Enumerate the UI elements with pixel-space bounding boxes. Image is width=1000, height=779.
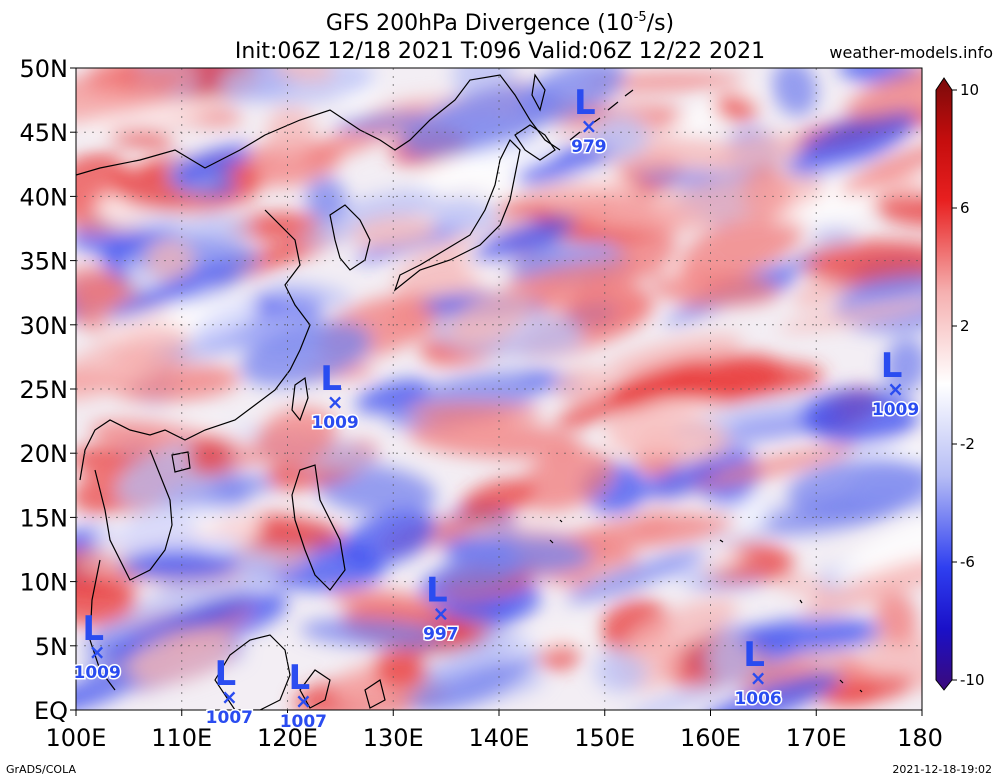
coastlines <box>76 73 863 710</box>
y-tick-label: 20N <box>20 440 69 468</box>
x-tick-label: 180 <box>897 724 943 752</box>
low-pressure-label: 1009 <box>73 663 120 683</box>
y-tick-label: EQ <box>34 697 68 725</box>
y-tick-label: 5N <box>35 633 68 661</box>
low-pressure-label: 1009 <box>872 400 919 420</box>
low-pressure-label: 1006 <box>734 689 781 709</box>
low-L-marker: L <box>743 635 765 675</box>
y-tick-label: 10N <box>20 569 69 597</box>
low-L-marker: L <box>320 359 342 399</box>
x-tick-label: 170E <box>786 724 847 752</box>
low-pressure-label: 1007 <box>280 712 327 732</box>
low-pressure-label: 1007 <box>206 708 253 728</box>
low-x-marker: × <box>581 114 598 138</box>
low-x-marker: × <box>887 377 904 401</box>
low-pressure-label: 997 <box>423 625 459 645</box>
low-center: L×1009 <box>72 609 122 685</box>
low-center: L×1007 <box>278 658 328 734</box>
low-pressure-label: 1009 <box>311 413 358 433</box>
divergence-field <box>76 68 922 710</box>
low-L-marker: L <box>426 571 448 611</box>
low-center: L×1007 <box>204 654 254 730</box>
low-L-marker: L <box>574 83 596 123</box>
y-tick-label: 50N <box>20 55 69 83</box>
low-pressure-label: 979 <box>571 137 607 157</box>
colorbar-label: 10 <box>960 81 979 99</box>
y-tick-label: 45N <box>20 119 69 147</box>
low-L-marker: L <box>82 609 104 649</box>
colorbar-label: 2 <box>960 317 970 335</box>
chart-subtitle: Init:06Z 12/18 2021 T:096 Valid:06Z 12/2… <box>235 39 765 64</box>
footer-left: GrADS/COLA <box>6 763 76 776</box>
source-label: weather-models.info <box>829 43 993 62</box>
x-tick-label: 150E <box>574 724 635 752</box>
gridlines <box>76 68 922 710</box>
low-x-marker: × <box>89 640 106 664</box>
low-x-marker: × <box>432 602 449 626</box>
colorbar-label: -6 <box>960 553 975 571</box>
low-center: L×979 <box>570 83 609 159</box>
low-x-marker: × <box>295 689 312 713</box>
low-L-marker: L <box>215 654 237 694</box>
chart-title: GFS 200hPa Divergence (10-5/s) <box>326 10 674 36</box>
low-center: L×1009 <box>870 346 920 422</box>
x-tick-label: 100E <box>46 724 107 752</box>
low-L-marker: L <box>881 346 903 386</box>
colorbar-label: -10 <box>960 671 985 689</box>
x-tick-label: 140E <box>469 724 530 752</box>
low-L-marker: L <box>289 658 311 698</box>
colorbar-label: 6 <box>960 199 970 217</box>
y-tick-label: 40N <box>20 183 69 211</box>
y-tick-label: 35N <box>20 248 69 276</box>
y-tick-label: 15N <box>20 504 69 532</box>
y-tick-label: 30N <box>20 312 69 340</box>
footer-right: 2021-12-18-19:02 <box>892 763 992 776</box>
low-center: L×1006 <box>733 635 783 711</box>
low-center: L×1009 <box>310 359 360 435</box>
low-x-marker: × <box>750 666 767 690</box>
x-axis-labels: 100E 110E 120E 130E 140E 150E 160E 170E 180 <box>46 710 943 752</box>
x-tick-label: 110E <box>151 724 212 752</box>
x-tick-label: 130E <box>363 724 424 752</box>
low-x-marker: × <box>327 390 344 414</box>
low-center: L×997 <box>422 571 461 647</box>
y-axis-labels: EQ 5N 10N 15N 20N 25N 30N 35N 40N 45N 50N <box>20 55 76 725</box>
low-x-marker: × <box>221 685 238 709</box>
x-tick-label: 160E <box>680 724 741 752</box>
y-tick-label: 25N <box>20 376 69 404</box>
colorbar: 10 6 2 -2 -6 -10 <box>935 77 985 691</box>
x-tick-label: 120E <box>257 724 318 752</box>
colorbar-label: -2 <box>960 435 975 453</box>
